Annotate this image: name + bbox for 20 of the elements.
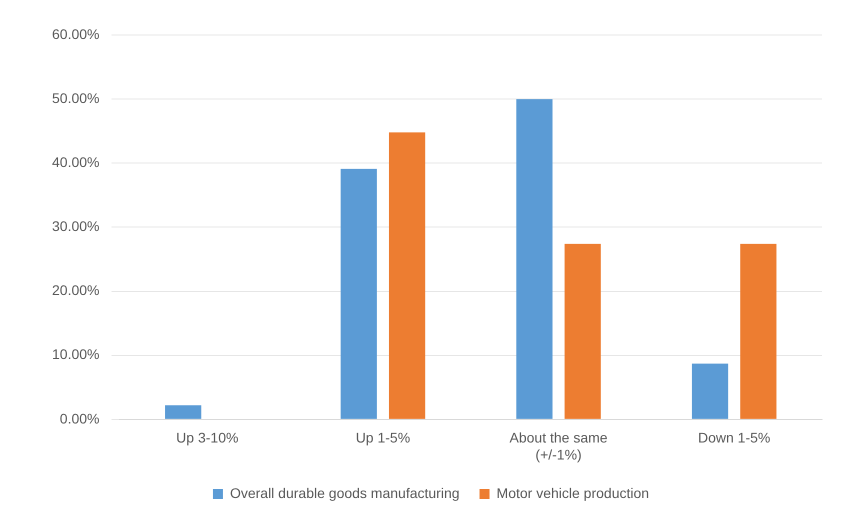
y-tick-label: 10.00% [52, 346, 100, 362]
y-tick-label: 50.00% [52, 90, 100, 106]
bar [692, 364, 728, 419]
y-tick-label: 20.00% [52, 282, 100, 298]
y-tick-label: 30.00% [52, 218, 100, 234]
bar [165, 405, 202, 419]
legend-label: Motor vehicle production [496, 484, 650, 501]
bar [340, 168, 377, 419]
x-tick-label: Down 1-5% [698, 430, 770, 446]
legend-label: Overall durable goods manufacturing [230, 484, 460, 501]
x-tick-label: Up 3-10% [176, 430, 238, 446]
bar [516, 99, 553, 419]
y-tick-label: 0.00% [60, 410, 100, 426]
x-tick-label: Up 1-5% [356, 430, 410, 446]
y-tick-label: 60.00% [52, 26, 100, 42]
bar [388, 132, 426, 419]
y-tick-label: 40.00% [52, 154, 100, 170]
bar [740, 244, 776, 419]
bar [564, 244, 601, 419]
x-tick-label: About the same (+/-1%) [510, 430, 608, 462]
